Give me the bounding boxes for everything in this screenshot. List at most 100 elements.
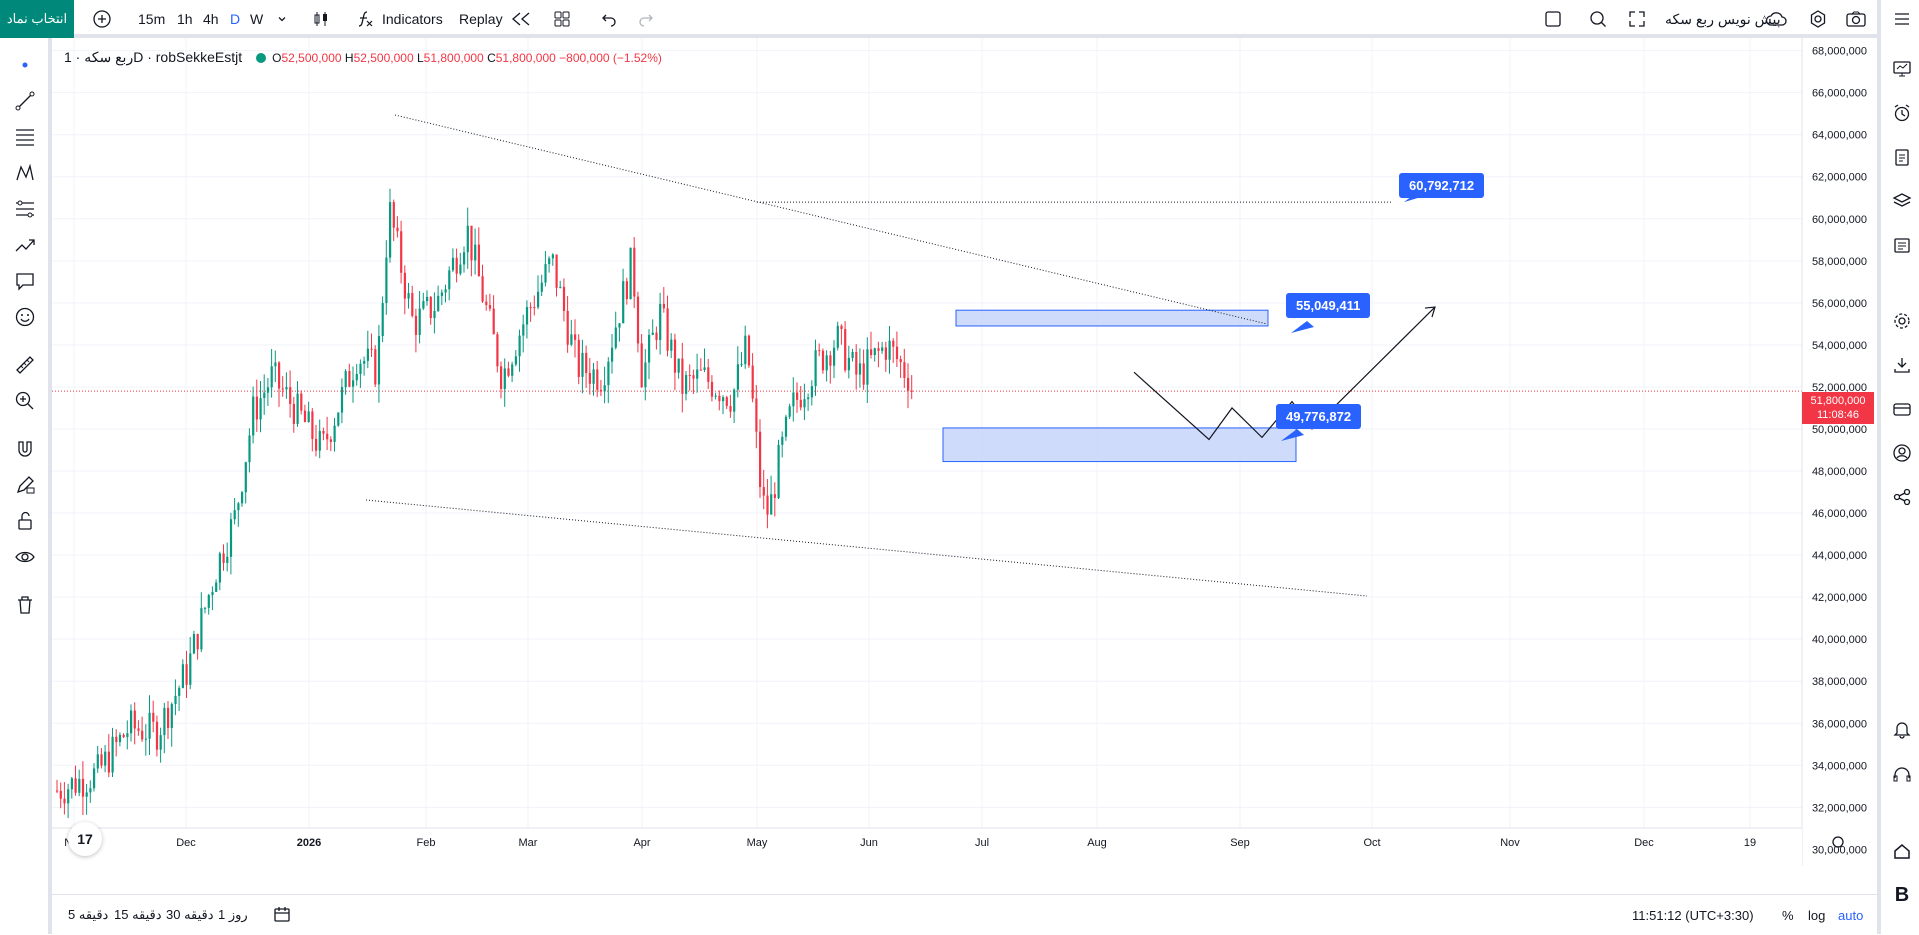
candle-body bbox=[907, 377, 910, 391]
price-callout-lower[interactable]: 49,776,872 bbox=[1276, 404, 1362, 429]
fullscreen-square-icon[interactable] bbox=[1543, 0, 1563, 38]
candles-icon[interactable] bbox=[311, 0, 331, 38]
zoom-in-icon[interactable] bbox=[12, 388, 38, 414]
draw-lock-icon[interactable] bbox=[12, 472, 38, 498]
price-axis: 68,000,000 66,000,000 64,000,000 62,000,000… bbox=[1801, 38, 1877, 866]
fib-icon[interactable] bbox=[12, 124, 38, 150]
indicators-icon[interactable] bbox=[356, 0, 374, 38]
magnet-icon[interactable] bbox=[12, 436, 38, 462]
add-symbol-icon[interactable] bbox=[92, 0, 112, 38]
redo-icon[interactable] bbox=[637, 0, 655, 38]
auto-toggle[interactable]: auto bbox=[1838, 907, 1864, 923]
layers-icon[interactable] bbox=[1889, 188, 1915, 214]
interval-4h[interactable]: 4h bbox=[203, 11, 219, 27]
quick-search-icon[interactable] bbox=[1588, 0, 1608, 38]
candle-body bbox=[344, 371, 347, 388]
home-icon[interactable] bbox=[1889, 838, 1915, 864]
gear-icon[interactable] bbox=[1889, 308, 1915, 334]
card-icon[interactable] bbox=[1889, 396, 1915, 422]
range-30m[interactable]: 30 دقیقه bbox=[166, 907, 214, 922]
headset-icon[interactable] bbox=[1889, 762, 1915, 788]
log-toggle[interactable]: log bbox=[1808, 907, 1826, 923]
camera-icon[interactable] bbox=[1845, 0, 1867, 38]
trend-line-icon[interactable] bbox=[12, 88, 38, 114]
candle-body bbox=[278, 362, 281, 389]
drawing-toolbar bbox=[0, 38, 52, 934]
symbol-select-button[interactable]: انتخاب نماد bbox=[0, 0, 74, 38]
candle-body bbox=[740, 364, 743, 366]
price-callout-middle[interactable]: 55,049,411 bbox=[1286, 293, 1371, 318]
candle-body bbox=[559, 286, 562, 288]
candle-body bbox=[829, 355, 832, 366]
forecast-icon[interactable] bbox=[12, 232, 38, 258]
candle-body bbox=[903, 362, 906, 378]
candle-body bbox=[707, 367, 710, 382]
candle-body bbox=[307, 411, 310, 422]
price-tick-label: 68,000,000 bbox=[1812, 46, 1867, 58]
zone-rect bbox=[942, 427, 1297, 463]
lock-icon[interactable] bbox=[12, 508, 38, 534]
low-label: L bbox=[416, 50, 424, 65]
candle-body bbox=[215, 582, 218, 592]
chevron-down-icon[interactable] bbox=[276, 0, 288, 38]
interval-d[interactable]: D bbox=[230, 11, 241, 27]
ruler-icon[interactable] bbox=[12, 352, 38, 378]
cloud-icon[interactable] bbox=[1764, 0, 1788, 38]
tradingview-logo[interactable]: 17 bbox=[68, 822, 102, 856]
indicators-button[interactable]: Indicators bbox=[382, 11, 443, 27]
price-tick-label: 44,000,000 bbox=[1812, 550, 1867, 562]
candle-body bbox=[870, 349, 873, 356]
candle-body bbox=[411, 292, 414, 316]
clock-time[interactable]: 11:51:12 (UTC+3:30) bbox=[1632, 907, 1754, 923]
candle-body bbox=[126, 733, 129, 738]
candle-body bbox=[599, 389, 603, 392]
settings-icon[interactable] bbox=[1808, 0, 1828, 38]
symbol-name[interactable]: ربع سکه · 1D · robSekkeEstjt bbox=[64, 49, 243, 65]
replay-icon[interactable] bbox=[510, 0, 532, 38]
cursor-dot-icon[interactable] bbox=[12, 52, 38, 78]
prediction-icon[interactable] bbox=[12, 196, 38, 222]
range-1d[interactable]: 1 روز bbox=[218, 907, 248, 922]
user-icon[interactable] bbox=[1889, 440, 1915, 466]
draft-symbol-name[interactable]: پیش نویس ربع سکه bbox=[1665, 10, 1781, 27]
price-axis-background bbox=[1802, 38, 1877, 866]
bell-icon[interactable] bbox=[1889, 716, 1915, 742]
download-icon[interactable] bbox=[1889, 352, 1915, 378]
calendar-list-icon[interactable] bbox=[1889, 144, 1915, 170]
expand-icon[interactable] bbox=[1627, 0, 1647, 38]
replay-button[interactable]: Replay bbox=[459, 11, 503, 27]
interval-15m[interactable]: 15m bbox=[138, 11, 166, 27]
close-label: C bbox=[487, 50, 496, 65]
interval-w[interactable]: W bbox=[250, 11, 264, 27]
notes-icon[interactable] bbox=[1889, 232, 1915, 258]
interval-1h[interactable]: 1h bbox=[177, 11, 193, 27]
range-15m[interactable]: 15 دقیقه bbox=[114, 907, 162, 922]
candle-body bbox=[592, 369, 595, 384]
candle-body bbox=[836, 325, 839, 348]
price-chart[interactable]: 68,000,000 66,000,000 64,000,000 62,000,000… bbox=[52, 38, 1877, 866]
trash-icon[interactable] bbox=[12, 592, 38, 618]
date-range-icon[interactable] bbox=[272, 895, 292, 935]
pattern-icon[interactable] bbox=[12, 160, 38, 186]
symbol-legend: ربع سکه · 1D · robSekkeEstjt O52,500,000… bbox=[64, 49, 662, 66]
annotation-icon[interactable] bbox=[12, 268, 38, 294]
percent-toggle[interactable]: % bbox=[1782, 907, 1794, 923]
alarm-icon[interactable] bbox=[1889, 100, 1915, 126]
candle-body bbox=[363, 360, 366, 364]
candle-body bbox=[211, 591, 214, 596]
range-5m[interactable]: 5 دقیقه bbox=[68, 907, 109, 922]
share-icon[interactable] bbox=[1889, 484, 1915, 510]
candle-body bbox=[851, 351, 854, 358]
time-tick-label: Jul bbox=[975, 837, 989, 849]
layout-icon[interactable] bbox=[552, 0, 572, 38]
undo-icon[interactable] bbox=[600, 0, 618, 38]
eye-icon[interactable] bbox=[12, 544, 38, 570]
candle-body bbox=[640, 343, 643, 388]
emoji-icon[interactable] bbox=[12, 304, 38, 330]
price-callout-upper[interactable]: 60,792,712 bbox=[1399, 173, 1485, 198]
market-status-dot bbox=[256, 52, 267, 63]
broker-letter[interactable]: B bbox=[1894, 883, 1910, 906]
monitor-icon[interactable] bbox=[1889, 56, 1915, 82]
menu-icon[interactable] bbox=[1889, 6, 1915, 32]
time-axis-background bbox=[52, 828, 1802, 866]
